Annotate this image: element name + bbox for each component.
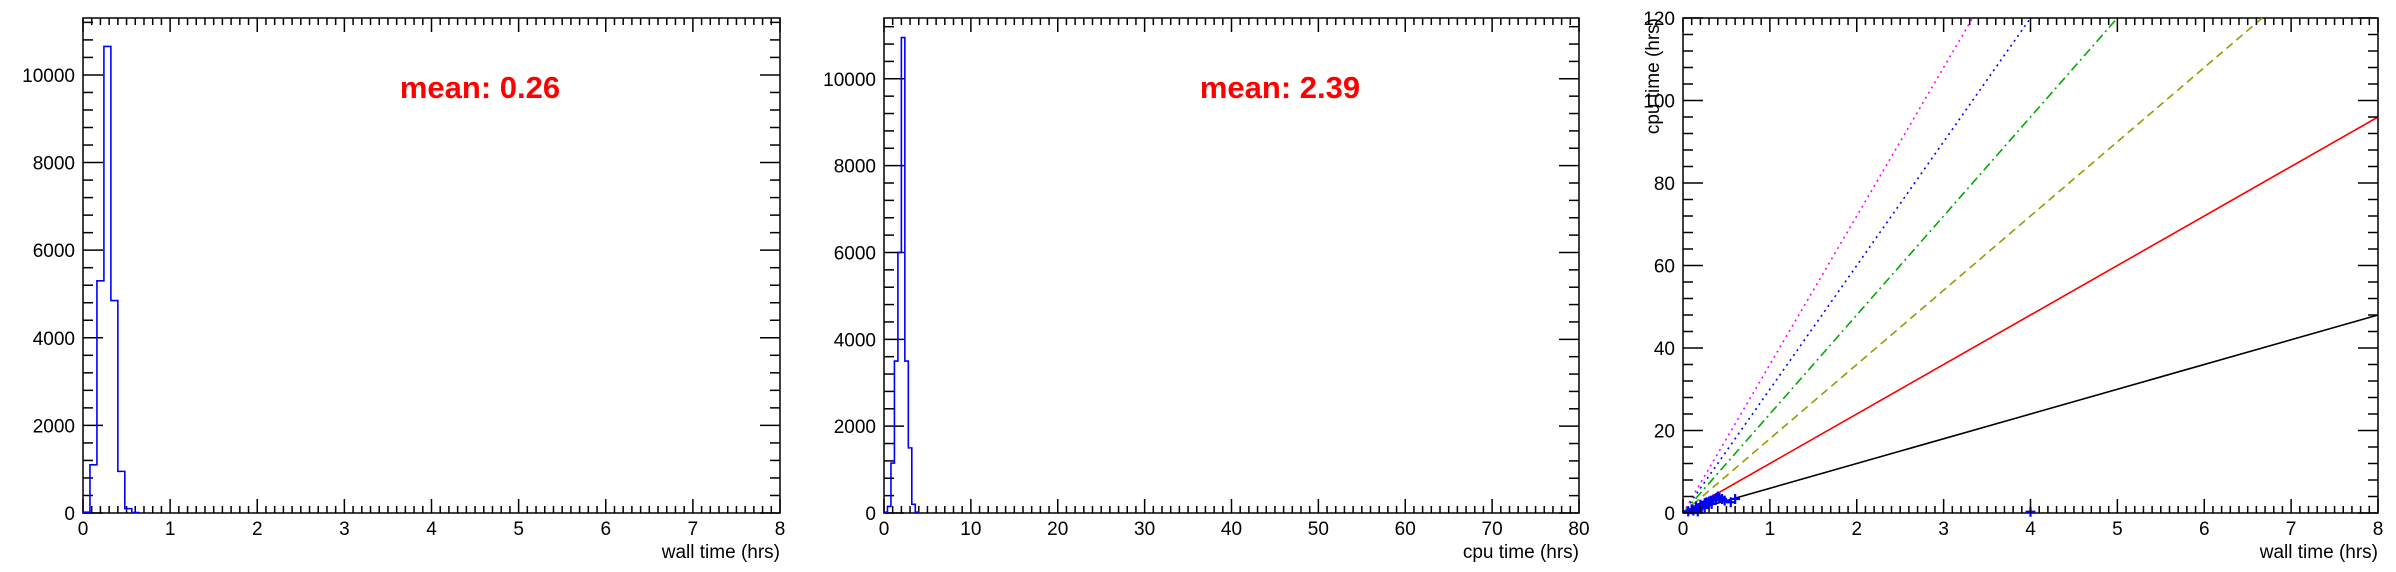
reference-line [1682,17,2263,514]
x-tick-label: 30 [1134,519,1155,540]
x-tick-label: 3 [1938,519,1949,540]
y-tick-label: 10000 [823,70,876,91]
x-tick-label: 7 [688,519,699,540]
x-tick-label: 8 [2373,519,2384,540]
x-tick-label: 40 [1221,519,1242,540]
mean-annotation: mean: 0.26 [400,70,560,105]
x-tick-label: 6 [2199,519,2210,540]
x-tick-label: 0 [1678,519,1689,540]
histogram-line [883,36,920,513]
scatter-point [1699,503,1710,514]
y-tick-label: 0 [64,504,75,525]
scatter-point [1730,493,1741,504]
y-tick-label: 0 [1664,504,1675,525]
ticks: 0 1 2 3 4 5 6 7 8 0 2000 4000 6000 8000 10000 [22,18,785,540]
x-tick-label: 70 [1482,519,1503,540]
y-tick-label: 2000 [834,417,876,438]
x-tick-label: 4 [2025,519,2036,540]
x-tick-label: 5 [513,519,524,540]
y-tick-label: 4000 [834,330,876,351]
y-tick-label: 20 [1654,422,1675,443]
reference-line [1682,116,2379,514]
x-tick-label: 50 [1308,519,1329,540]
y-tick-label: 8000 [33,154,75,175]
histogram-line [82,45,140,514]
x-tick-label: 3 [339,519,350,540]
y-axis-title: cpu time (hrs) [1643,18,1664,134]
wall-time-histogram: 0 1 2 3 4 5 6 7 8 0 2000 4000 6000 8000 10000 wall tim… [22,17,785,563]
x-tick-label: 20 [1047,519,1068,540]
x-tick-label: 8 [775,519,786,540]
x-tick-label: 0 [879,519,890,540]
ticks: 0 10 20 30 40 50 60 70 80 0 2000 4000 6000 8000 10000 [823,18,1590,540]
x-axis-title: wall time (hrs) [2259,542,2378,563]
x-tick-label: 80 [1568,519,1589,540]
x-tick-label: 6 [600,519,611,540]
cpu-time-histogram: 0 10 20 30 40 50 60 70 800200040006000800010000 … [823,17,1590,563]
y-tick-label: 40 [1654,339,1675,360]
x-tick-label: 0 [78,519,89,540]
reference-lines [1682,17,2379,514]
mean-annotation: mean: 2.39 [1200,70,1360,105]
y-tick-label: 4000 [33,329,75,350]
y-tick-label: 60 [1654,257,1675,278]
x-tick-label: 7 [2286,519,2297,540]
x-tick-label: 1 [1765,519,1776,540]
y-tick-label: 2000 [33,416,75,437]
y-tick-label: 0 [865,504,876,525]
reference-line [1682,17,2118,514]
scatter-point [1706,498,1717,509]
x-tick-label: 2 [1851,519,1862,540]
scatter-point [1719,495,1730,506]
reference-line [1682,314,2379,514]
x-tick-label: 2 [252,519,263,540]
y-tick-label: 120 [1643,9,1675,30]
y-tick-label: 8000 [834,157,876,178]
y-tick-label: 6000 [834,243,876,264]
x-tick-label: 4 [426,519,437,540]
y-tick-label: 6000 [33,241,75,262]
x-tick-label: 5 [2112,519,2123,540]
y-tick-label: 10000 [22,66,75,87]
x-tick-label: 1 [165,519,176,540]
x-axis-title: wall time (hrs) [661,542,780,563]
x-axis-title: cpu time (hrs) [1463,542,1579,563]
y-tick-label: 100 [1643,92,1675,113]
y-tick-label: 80 [1654,174,1675,195]
x-tick-label: 10 [960,519,981,540]
x-tick-label: 60 [1395,519,1416,540]
